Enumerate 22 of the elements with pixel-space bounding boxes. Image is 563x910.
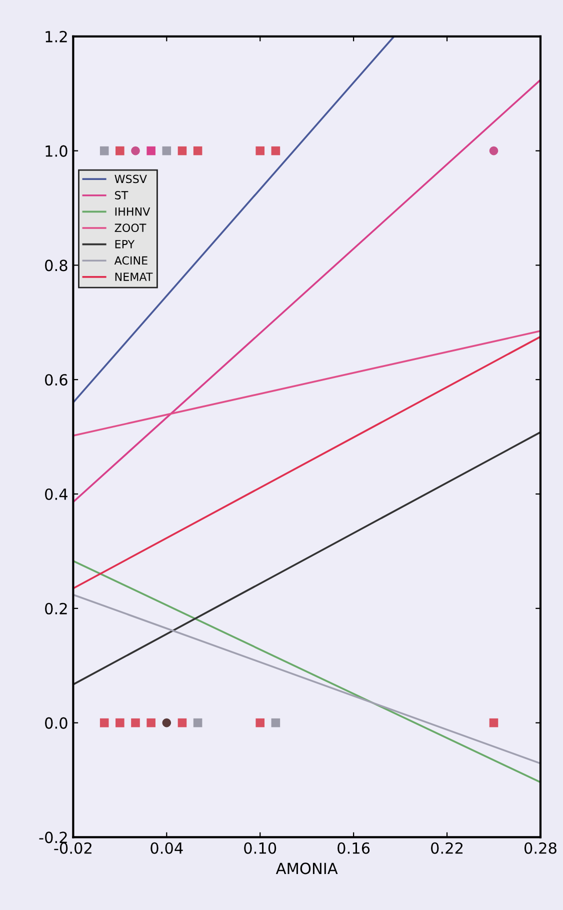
- legend-label: WSSV: [114, 174, 147, 184]
- x-tick-label: 0.10: [244, 842, 276, 854]
- y-tick-label: 0.6: [45, 374, 68, 386]
- y-tick-label: 1.2: [46, 30, 67, 42]
- y-tick-label: 0.0: [45, 717, 68, 729]
- legend-label: ACINE: [114, 256, 148, 265]
- x-tick-label: 0.22: [431, 842, 462, 854]
- y-tick-label: 1.0: [46, 145, 68, 157]
- legend-label: EPY: [115, 240, 135, 248]
- y-tick-label: 0.2: [45, 602, 67, 614]
- x-tick-label: 0.16: [338, 842, 370, 854]
- legend-label: ZOOT: [114, 224, 146, 232]
- y-tick-label: 0.8: [45, 260, 68, 272]
- x-tick-label: -0.02: [54, 842, 92, 854]
- x-tick-label: 0.28: [524, 842, 556, 854]
- legend-label: IHHNV: [115, 207, 150, 216]
- legend-label: ST: [115, 191, 128, 200]
- legend-label: NEMAT: [115, 272, 153, 281]
- y-tick-label: 0.4: [45, 488, 68, 500]
- y-tick-label: -0.2: [39, 832, 67, 844]
- x-axis-title: AMONIA: [276, 862, 338, 874]
- x-tick-label: 0.04: [150, 842, 183, 854]
